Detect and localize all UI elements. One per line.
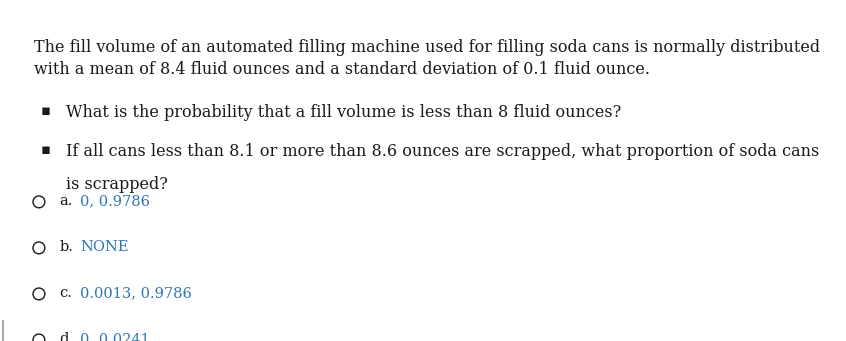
Text: 0, 0.9786: 0, 0.9786 bbox=[80, 194, 151, 208]
Text: 0, 0.0241: 0, 0.0241 bbox=[80, 332, 150, 341]
Text: ▪: ▪ bbox=[41, 104, 51, 118]
Text: d.: d. bbox=[59, 332, 74, 341]
Text: If all cans less than 8.1 or more than 8.6 ounces are scrapped, what proportion : If all cans less than 8.1 or more than 8… bbox=[66, 143, 819, 160]
Text: c.: c. bbox=[59, 286, 72, 300]
Text: ▪: ▪ bbox=[41, 143, 51, 157]
Text: with a mean of 8.4 fluid ounces and a standard deviation of 0.1 fluid ounce.: with a mean of 8.4 fluid ounces and a st… bbox=[34, 61, 650, 78]
Text: b.: b. bbox=[59, 240, 73, 254]
Text: a.: a. bbox=[59, 194, 73, 208]
Text: is scrapped?: is scrapped? bbox=[66, 176, 168, 193]
Text: 0.0013, 0.9786: 0.0013, 0.9786 bbox=[80, 286, 192, 300]
Text: The fill volume of an automated filling machine used for filling soda cans is no: The fill volume of an automated filling … bbox=[34, 39, 820, 56]
Text: What is the probability that a fill volume is less than 8 fluid ounces?: What is the probability that a fill volu… bbox=[66, 104, 621, 121]
Text: NONE: NONE bbox=[80, 240, 129, 254]
